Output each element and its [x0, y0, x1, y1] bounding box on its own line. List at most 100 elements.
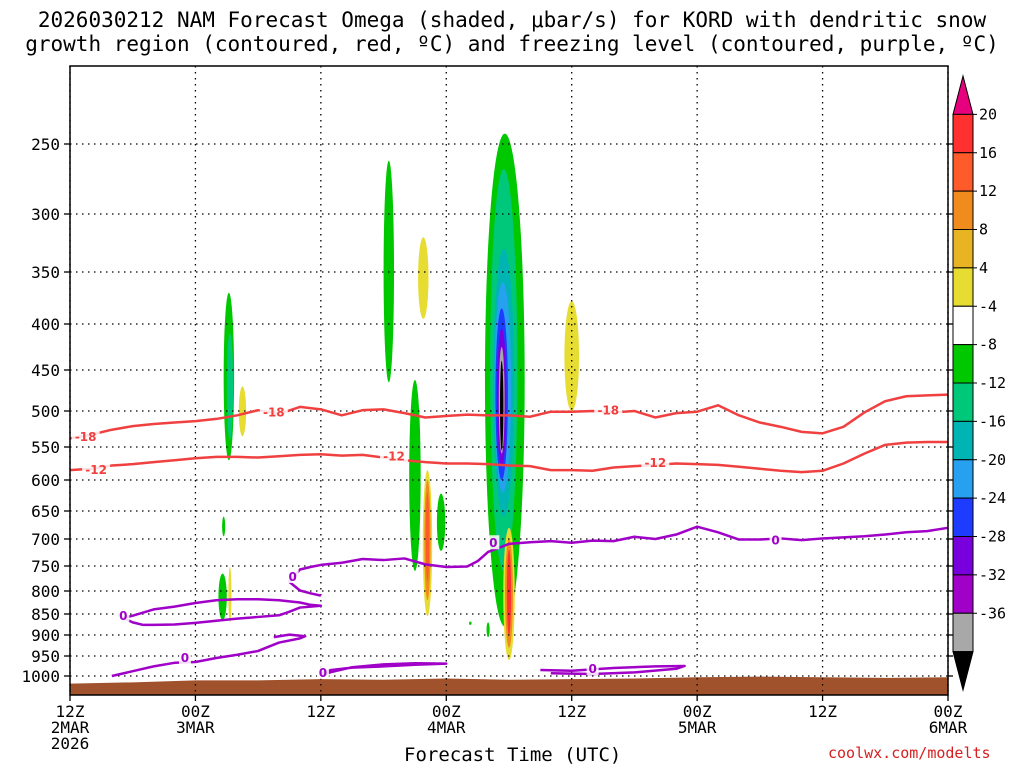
- freezing-label-0-0: 0: [288, 570, 296, 584]
- freezing-label-3-0: 0: [319, 666, 327, 680]
- omega-shade-14: [564, 301, 580, 411]
- y-tick-label-700: 700: [31, 530, 60, 549]
- dendritic-contour-1: [69, 440, 948, 474]
- colorbar-label-3: 8: [979, 221, 988, 239]
- x-tick-label-7-0: 00Z: [934, 702, 963, 721]
- x-tick-label-3-0: 00Z: [432, 702, 461, 721]
- colorbar: 20 16 12 8 4 -4 -8 -12 -16 -20 -24 -28 -32 -36: [952, 74, 1006, 692]
- freezing-label-2-0: 0: [181, 651, 189, 665]
- y-tick-label-800: 800: [31, 582, 60, 601]
- colorbar-swatch-2: [952, 152, 974, 192]
- credit-text: coolwx.com/modelts: [828, 744, 991, 762]
- y-tick-label-450: 450: [31, 361, 60, 380]
- y-tick-label-850: 850: [31, 605, 60, 624]
- dendritic-label-bg-1-2: [641, 455, 670, 470]
- colorbar-swatch-5: [952, 267, 974, 307]
- dendritic-label-1-2: -12: [644, 456, 666, 470]
- freezing-label-bg-3-0: [316, 665, 329, 679]
- chart-title-line-2: growth region (contoured, red, ºC) and f…: [25, 32, 999, 56]
- colorbar-swatch-14: [952, 612, 974, 653]
- terrain-layer: [70, 676, 948, 695]
- colorbar-swatch-0: [952, 74, 974, 115]
- dendritic-contour-0: [69, 393, 949, 440]
- dendritic-label-0-2: -18: [597, 403, 619, 417]
- omega-shade-22: [500, 360, 504, 451]
- dendritic-label-bg-1-1: [380, 448, 409, 463]
- y-tick-label-1000: 1000: [21, 667, 60, 686]
- freezing-contour-4: [540, 664, 686, 676]
- omega-shade-4: [218, 573, 227, 621]
- colorbar-swatch-8: [952, 382, 974, 422]
- colorbar-swatch-13: [952, 574, 974, 614]
- freezing-label-bg-4-0: [586, 661, 599, 675]
- colorbar-label-4: 4: [979, 259, 988, 277]
- y-tick-label-550: 550: [31, 438, 60, 457]
- omega-shade-26: [506, 549, 512, 636]
- freezing-label-bg-0-2: [769, 532, 782, 547]
- omega-shade-8: [409, 379, 421, 571]
- omega-shade-5: [228, 567, 232, 623]
- freezing-label-bg-0-1: [487, 535, 500, 550]
- colorbar-label-11: -28: [979, 528, 1006, 546]
- x-tick-label-1-1: 3MAR: [176, 718, 215, 737]
- x-tick-label-0-0: 12Z: [56, 702, 85, 721]
- terrain-fill: [70, 676, 948, 695]
- chart-title-line-1: 2026030212 NAM Forecast Omega (shaded, μ…: [37, 8, 987, 32]
- y-tick-label-750: 750: [31, 557, 60, 576]
- y-tick-label-600: 600: [31, 471, 60, 490]
- colorbar-label-0: 20: [979, 105, 997, 123]
- freezing-label-bg-0-0: [286, 569, 299, 583]
- plot-frame: [69, 65, 949, 696]
- colorbar-swatch-10: [952, 459, 974, 499]
- omega-shade-13: [469, 621, 472, 625]
- dendritic-contours-layer: -18 -18 -18 -12 -12 -12: [69, 393, 949, 477]
- freezing-label-0-2: 0: [771, 534, 779, 548]
- colorbar-swatch-12: [952, 536, 974, 576]
- colorbar-label-5: -4: [979, 297, 997, 315]
- omega-shade-12: [436, 493, 446, 551]
- y-tick-label-300: 300: [31, 205, 60, 224]
- y-tick-label-950: 950: [31, 647, 60, 666]
- freezing-contour-2: [111, 633, 307, 678]
- x-tick-label-5-1: 5MAR: [678, 718, 717, 737]
- x-tick-label-0-2: 2026: [51, 734, 90, 753]
- axes-layer: 250 300 350 400 450 500 550 600 650 700 750 800 850 9…: [21, 65, 968, 753]
- freezing-level-contours-layer: 0 0 0 0 0 0 0: [111, 525, 949, 680]
- colorbar-label-1: 16: [979, 144, 997, 162]
- colorbar-label-2: 12: [979, 182, 997, 200]
- y-tick-label-650: 650: [31, 502, 60, 521]
- dendritic-label-0-1: -18: [75, 430, 97, 444]
- colorbar-label-8: -16: [979, 412, 1006, 430]
- omega-shade-1: [226, 333, 234, 440]
- freezing-label-bg-2-0: [178, 650, 191, 665]
- colorbar-swatch-9: [952, 420, 974, 461]
- y-tick-label-500: 500: [31, 402, 60, 421]
- colorbar-swatch-4: [952, 229, 974, 269]
- colorbar-swatch-6: [952, 305, 974, 346]
- x-tick-label-5-0: 00Z: [683, 702, 712, 721]
- colorbar-swatch-15: [952, 651, 974, 692]
- x-tick-label-7-1: 6MAR: [929, 718, 968, 737]
- colorbar-swatch-11: [952, 497, 974, 537]
- x-axis-title: Forecast Time (UTC): [404, 744, 622, 766]
- x-tick-label-0-1: 2MAR: [51, 718, 90, 737]
- dendritic-label-1-1: -12: [383, 450, 405, 464]
- freezing-label-bg-1-0: [117, 607, 130, 622]
- grid-layer: [69, 66, 949, 695]
- dendritic-label-bg-1-0: [82, 461, 111, 476]
- omega-shade-11: [425, 492, 430, 581]
- colorbar-label-7: -12: [979, 374, 1006, 392]
- dendritic-label-0-0: -18: [263, 406, 285, 420]
- freezing-contour-1: [121, 598, 323, 627]
- freezing-label-1-0: 0: [119, 609, 127, 623]
- x-tick-label-4-0: 12Z: [557, 702, 586, 721]
- x-tick-label-3-1: 4MAR: [427, 718, 466, 737]
- x-tick-label-2-0: 12Z: [306, 702, 335, 721]
- omega-shade-3: [222, 516, 226, 537]
- dendritic-label-bg-0-1: [71, 429, 100, 444]
- colorbar-swatch-1: [952, 113, 974, 154]
- freezing-contour-3: [320, 661, 448, 678]
- y-tick-label-400: 400: [31, 315, 60, 334]
- x-tick-label-6-0: 12Z: [808, 702, 837, 721]
- omega-shade-2: [238, 386, 247, 437]
